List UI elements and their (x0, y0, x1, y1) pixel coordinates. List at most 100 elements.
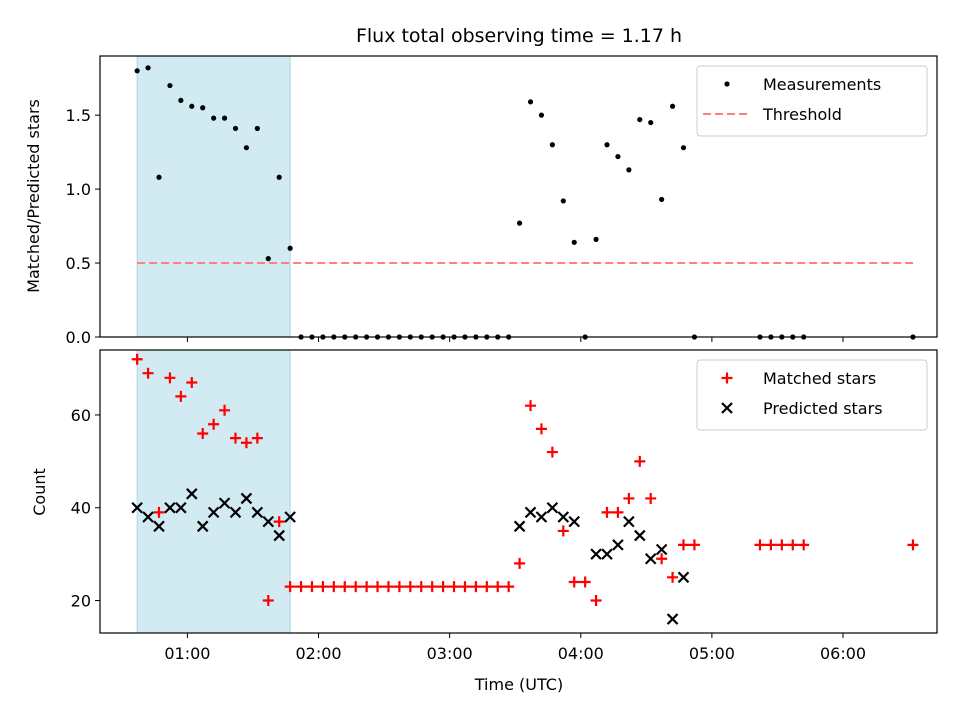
measurement-point (156, 174, 162, 180)
matched-star-marker (426, 581, 438, 593)
ratio-y-tick-label: 0.0 (66, 328, 91, 347)
predicted-star-marker (524, 506, 537, 519)
matched-star-marker (240, 437, 252, 449)
matched-star-marker (754, 539, 766, 551)
measurement-point (265, 256, 271, 262)
count-y-tick-label: 20 (71, 592, 91, 611)
matched-star-marker (295, 581, 307, 593)
ratio-y-tick-label: 0.5 (66, 254, 91, 273)
measurement-point (659, 196, 665, 203)
predicted-star-marker (262, 515, 275, 528)
matched-star-marker (765, 539, 777, 551)
legend-predicted-symbol (721, 402, 733, 414)
ratio-panel-series (134, 65, 916, 340)
measurement-point (167, 82, 173, 89)
predicted-star-marker (601, 548, 613, 560)
matched-star-marker (153, 506, 165, 518)
measurement-point (211, 115, 217, 121)
measurement-point (669, 103, 676, 109)
matched-star-marker (317, 581, 329, 593)
matched-star-marker (175, 390, 187, 402)
matched-star-marker (415, 581, 427, 593)
predicted-star-marker (218, 497, 231, 509)
matched-star-marker (470, 581, 482, 593)
measurement-point (145, 65, 151, 71)
predicted-star-marker (273, 529, 285, 542)
matched-star-marker (514, 557, 526, 569)
predicted-star-marker (229, 506, 242, 519)
ratio-shaded-interval (136, 55, 291, 338)
count-legend-label: Matched stars (763, 369, 876, 388)
measurement-point (134, 68, 140, 74)
matched-star-marker (350, 581, 362, 593)
x-tick-label: 02:00 (295, 644, 341, 663)
predicted-star-marker (142, 511, 154, 523)
chart-title: Flux total observing time = 1.17 h (356, 25, 682, 47)
predicted-star-marker (546, 501, 559, 514)
x-tick-label: 06:00 (820, 644, 866, 663)
measurement-point (232, 125, 239, 132)
count-y-tick-label: 60 (71, 406, 91, 425)
matched-star-marker (372, 581, 384, 593)
count-panel-x-ticks: 01:00 02:00 03:00 04:00 05:00 06:00 (164, 633, 866, 663)
measurement-point (189, 103, 195, 109)
matched-star-marker (229, 432, 241, 444)
matched-star-marker (546, 446, 558, 458)
matched-star-marker (208, 418, 220, 430)
measurement-point (648, 119, 654, 126)
matched-star-marker (328, 581, 340, 593)
matched-star-marker (798, 539, 810, 551)
matched-star-marker (404, 581, 416, 593)
matched-star-marker (557, 525, 569, 537)
matched-star-marker (612, 506, 624, 518)
predicted-star-marker (164, 501, 176, 514)
matched-star-marker (634, 455, 646, 467)
matched-star-marker (688, 539, 700, 551)
matched-star-marker (448, 581, 460, 593)
x-tick-label: 04:00 (558, 644, 604, 663)
ratio-panel-x-ticks (186, 337, 844, 342)
ratio-panel-frame (99, 55, 938, 338)
predicted-star-marker (655, 543, 668, 556)
matched-star-marker (525, 400, 537, 412)
measurement-point (637, 116, 643, 123)
matched-star-marker (361, 581, 373, 593)
predicted-star-marker (612, 539, 624, 551)
ratio-legend-label: Measurements (763, 75, 881, 94)
predicted-star-marker (535, 511, 548, 523)
ratio-legend-box (696, 65, 928, 137)
matched-star-marker (907, 539, 919, 551)
predicted-star-marker (513, 520, 526, 533)
measurement-point (243, 145, 250, 151)
matched-star-marker (623, 492, 635, 504)
matched-star-marker (459, 581, 471, 593)
matched-star-marker (667, 571, 679, 583)
x-tick-label: 01:00 (164, 644, 210, 663)
predicted-star-marker (568, 515, 581, 528)
ratio-panel-y-ticks: 0.0 0.5 1.0 1.5 (66, 106, 100, 347)
matched-star-marker (590, 595, 602, 607)
matched-star-marker (568, 576, 580, 588)
matched-star-marker (645, 492, 657, 504)
measurement-point (287, 245, 293, 251)
predicted-star-marker (240, 492, 253, 505)
count-panel: 01:00 02:00 03:00 04:00 05:00 06:00 20 40 60 Co… (30, 349, 938, 694)
ratio-panel-observing-window-shade (136, 55, 291, 338)
predicted-star-marker (644, 552, 657, 565)
matched-star-marker (677, 539, 689, 551)
measurement-point (626, 167, 632, 173)
count-panel-observing-window-shade (136, 349, 291, 634)
count-legend-label: Predicted stars (763, 399, 883, 418)
matched-star-marker (131, 353, 143, 365)
measurement-point (615, 153, 621, 160)
matched-star-marker (601, 506, 613, 518)
predicted-star-marker (131, 501, 143, 514)
count-legend-box (696, 359, 928, 431)
matched-star-marker (579, 576, 591, 588)
matched-star-marker (164, 372, 176, 384)
measurement-point (527, 99, 534, 105)
matched-star-marker (776, 539, 788, 551)
matched-star-marker (492, 581, 504, 593)
measurement-point (680, 145, 687, 151)
